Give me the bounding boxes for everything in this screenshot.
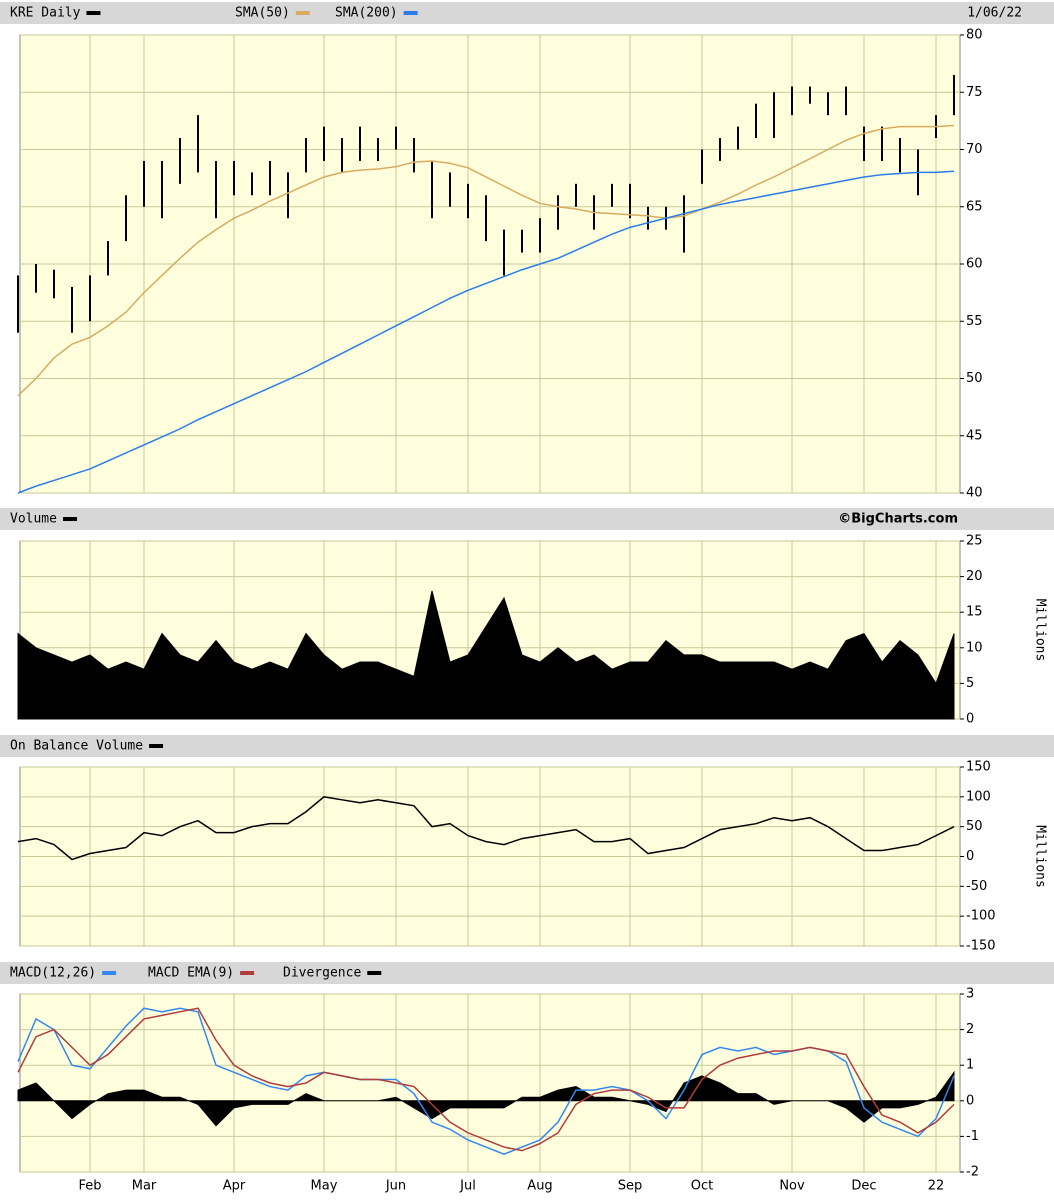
panel-header xyxy=(0,2,1054,24)
y-tick-label: 40 xyxy=(966,486,983,501)
series-area xyxy=(17,590,955,720)
series-line xyxy=(17,170,955,494)
y-axis-label: Millions xyxy=(1033,599,1048,662)
legend-label: MACD EMA(9) xyxy=(148,966,234,981)
copyright: ©BigCharts.com xyxy=(838,512,958,527)
y-tick-label: 65 xyxy=(966,199,983,214)
legend-label: SMA(50) xyxy=(235,6,290,21)
y-axis-label: Millions xyxy=(1033,825,1048,888)
x-tick-label: Jul xyxy=(459,1179,476,1194)
legend-swatch xyxy=(403,11,418,15)
y-tick-label: 50 xyxy=(966,371,983,386)
y-tick-label: 55 xyxy=(966,314,983,329)
series-area xyxy=(17,1070,955,1127)
y-tick-label: 20 xyxy=(966,569,983,584)
y-tick-label: 0 xyxy=(966,1093,974,1108)
y-tick-label: 25 xyxy=(966,534,983,549)
y-tick-label: -2 xyxy=(966,1165,979,1180)
y-tick-label: 60 xyxy=(966,257,983,272)
legend-swatch xyxy=(86,11,101,15)
legend-swatch xyxy=(240,971,255,975)
x-tick-label: Feb xyxy=(78,1179,101,1194)
y-tick-label: 100 xyxy=(966,789,991,804)
y-tick-label: 50 xyxy=(966,819,983,834)
x-tick-label: Dec xyxy=(851,1179,876,1194)
y-tick-label: 15 xyxy=(966,605,983,620)
panel-header xyxy=(0,508,1054,530)
legend-swatch xyxy=(149,744,164,748)
y-tick-label: 2 xyxy=(966,1022,974,1037)
x-tick-label: Aug xyxy=(527,1179,552,1194)
series-line xyxy=(17,796,955,861)
y-tick-label: 3 xyxy=(966,987,974,1002)
x-tick-label: Nov xyxy=(779,1179,805,1194)
legend-label: KRE Daily xyxy=(10,6,81,21)
y-tick-label: 0 xyxy=(966,849,974,864)
panel-header xyxy=(0,735,1054,757)
y-tick-label: 75 xyxy=(966,85,983,100)
legend-label: SMA(200) xyxy=(335,6,398,21)
y-tick-label: -150 xyxy=(966,939,996,954)
y-tick-label: -1 xyxy=(966,1129,979,1144)
y-tick-label: 45 xyxy=(966,428,983,443)
series-line xyxy=(17,124,955,397)
plot-area xyxy=(19,993,961,1173)
x-tick-label: Apr xyxy=(223,1179,246,1194)
x-tick-label: 22 xyxy=(928,1179,945,1194)
x-tick-label: Mar xyxy=(132,1179,157,1194)
legend-swatch xyxy=(62,517,77,521)
x-tick-label: Sep xyxy=(618,1179,643,1194)
legend-swatch xyxy=(295,11,310,15)
y-tick-label: -100 xyxy=(966,909,996,924)
date-label: 1/06/22 xyxy=(967,6,1022,21)
y-tick-label: 80 xyxy=(966,28,983,43)
y-tick-label: 1 xyxy=(966,1058,974,1073)
x-tick-label: Jun xyxy=(385,1179,406,1194)
y-tick-label: 10 xyxy=(966,640,983,655)
y-tick-label: -50 xyxy=(966,879,987,894)
legend-swatch xyxy=(102,971,117,975)
y-tick-label: 5 xyxy=(966,676,974,691)
y-tick-label: 0 xyxy=(966,712,974,727)
y-tick-label: 150 xyxy=(966,760,991,775)
series-line xyxy=(17,1007,955,1152)
legend-swatch xyxy=(367,971,382,975)
legend-label: Divergence xyxy=(283,966,361,981)
legend-label: On Balance Volume xyxy=(10,739,143,754)
y-tick-label: 70 xyxy=(966,142,983,157)
panel-header xyxy=(0,962,1054,984)
legend-label: Volume xyxy=(10,512,57,527)
x-tick-label: Oct xyxy=(691,1179,713,1194)
legend-label: MACD(12,26) xyxy=(10,966,96,981)
x-tick-label: May xyxy=(311,1179,338,1194)
